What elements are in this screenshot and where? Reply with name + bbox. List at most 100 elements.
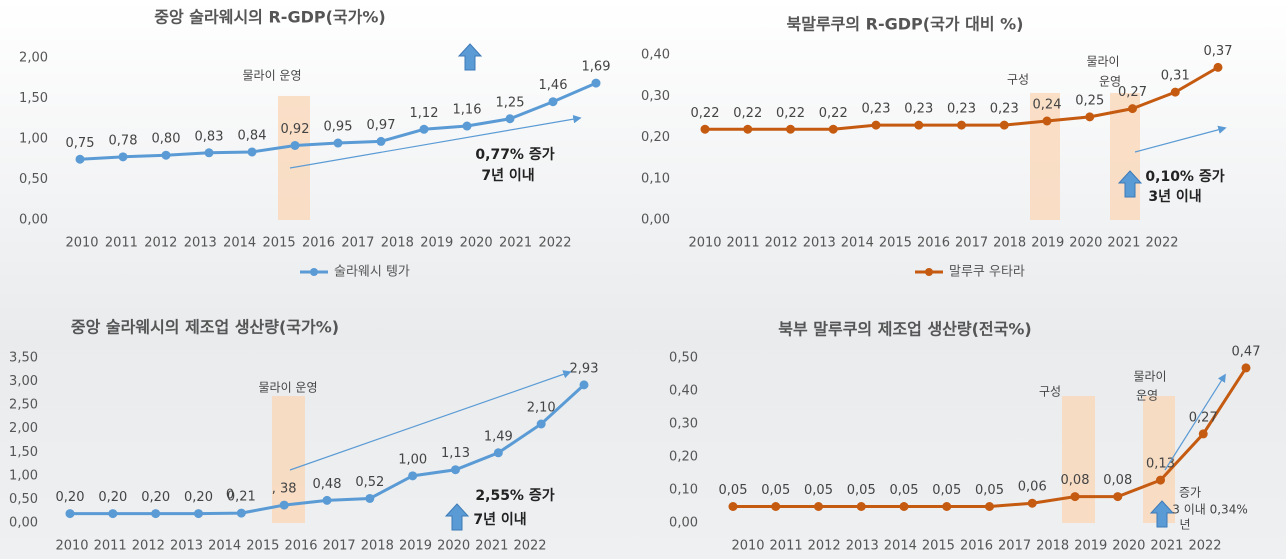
data-label: 0,27	[1189, 410, 1218, 425]
x-tick-label: 2020	[1069, 236, 1102, 251]
data-label: 0,83	[195, 129, 224, 144]
x-tick-label: 2022	[1188, 539, 1221, 554]
annotation: 구성	[1007, 73, 1029, 87]
data-point	[999, 120, 1009, 130]
data-label: 0,05	[975, 483, 1004, 498]
data-label: 0,80	[152, 132, 181, 147]
x-tick-label: 2017	[323, 539, 356, 554]
annotation: 0	[226, 488, 234, 503]
y-tick-label: 0,10	[641, 171, 670, 186]
data-point	[493, 448, 503, 458]
data-point	[451, 465, 460, 475]
data-label: 0,08	[1103, 473, 1132, 488]
data-point	[1213, 62, 1223, 72]
x-tick-label: 2019	[399, 539, 432, 554]
y-tick-label: 0,20	[669, 450, 698, 465]
data-label: 0,05	[761, 483, 790, 498]
x-tick-label: 2015	[263, 236, 296, 251]
x-tick-label: 2013	[170, 539, 203, 554]
x-tick-label: 2011	[94, 539, 127, 554]
annotation: 7년 이내	[481, 167, 534, 184]
up-arrow-icon	[1149, 500, 1175, 528]
y-tick-label: 0,00	[9, 516, 38, 531]
annotation: 0,77% 증가	[475, 147, 554, 163]
x-tick-label: 2021	[499, 236, 532, 251]
chart-title: 중앙 술라웨시의 R-GDP(국가%)	[154, 8, 385, 27]
data-label: 0,22	[691, 106, 720, 121]
data-label: 0,23	[947, 102, 976, 117]
data-point	[333, 138, 343, 148]
data-point	[505, 114, 515, 124]
y-tick-label: 0,20	[641, 130, 670, 145]
annotation: 물라이 운영	[258, 381, 317, 395]
chart-title: 중앙 술라웨시의 제조업 생산량(국가%)	[71, 318, 339, 337]
data-label: 0,48	[313, 477, 342, 492]
y-tick-label: 0,50	[19, 172, 48, 187]
annotation: 구성	[1039, 385, 1061, 399]
data-point	[462, 121, 472, 131]
y-tick-label: 0,00	[669, 516, 698, 531]
data-point	[1156, 475, 1165, 485]
data-point	[419, 124, 429, 134]
up-arrow-icon	[457, 43, 483, 71]
data-point	[985, 502, 994, 511]
data-point	[786, 124, 795, 134]
x-tick-label: 2017	[998, 539, 1031, 554]
legend-marker	[925, 268, 933, 276]
y-tick-label: 1,50	[19, 91, 48, 106]
highlight-band	[272, 396, 305, 523]
annotation: 물라이	[1086, 55, 1119, 69]
data-label: 0,20	[98, 490, 127, 505]
data-label: 0,97	[367, 118, 396, 133]
data-point	[1042, 116, 1052, 126]
data-point	[1128, 104, 1137, 114]
up-arrow-icon	[1117, 170, 1143, 198]
y-tick-label: 0,50	[669, 351, 698, 366]
data-label: 0,05	[890, 483, 919, 498]
x-tick-label: 2013	[184, 236, 217, 251]
x-tick-label: 2010	[688, 236, 721, 251]
x-tick-label: 2017	[955, 236, 988, 251]
data-point	[194, 509, 203, 519]
data-point	[236, 508, 246, 518]
legend-label: 말루쿠 우타라	[949, 265, 1025, 280]
data-label: 2,93	[570, 361, 599, 376]
data-point	[771, 502, 781, 511]
x-tick-label: 2010	[55, 539, 88, 554]
legend-marker	[310, 268, 318, 276]
data-label: 1,12	[410, 106, 439, 121]
annotation: 3 이내 0,34%	[1172, 503, 1247, 517]
x-tick-label: 2019	[420, 236, 453, 251]
y-tick-label: 2,00	[9, 421, 38, 436]
x-tick-label: 2017	[341, 236, 374, 251]
data-label: 1,00	[398, 452, 427, 467]
x-tick-label: 2012	[144, 236, 177, 251]
annotation: 년	[1179, 518, 1190, 532]
data-point	[108, 509, 118, 519]
data-point	[151, 509, 161, 519]
annotation: 운영	[1136, 389, 1158, 403]
data-point	[536, 419, 546, 429]
data-point	[579, 380, 589, 390]
data-label: 0,06	[1018, 480, 1047, 495]
data-point	[322, 495, 332, 505]
y-tick-label: 0,50	[9, 492, 38, 507]
trend-arrow	[1164, 373, 1226, 471]
annotation: 물라이 운영	[242, 69, 301, 83]
x-tick-label: 2016	[960, 539, 993, 554]
data-point	[1241, 363, 1251, 373]
data-label: 1,69	[582, 60, 611, 75]
annotation: 3년 이내	[1148, 188, 1201, 205]
data-point	[700, 124, 710, 134]
data-point	[1027, 498, 1037, 508]
data-point	[1085, 112, 1095, 122]
data-label: 0,92	[281, 122, 310, 137]
data-point	[871, 120, 881, 130]
data-label: 0,75	[66, 136, 95, 151]
x-tick-label: 2021	[475, 539, 508, 554]
data-label: 0,31	[1161, 69, 1190, 84]
data-label: 0,05	[804, 483, 833, 498]
data-point	[728, 502, 738, 511]
x-tick-label: 2014	[208, 539, 241, 554]
data-point	[204, 148, 214, 158]
